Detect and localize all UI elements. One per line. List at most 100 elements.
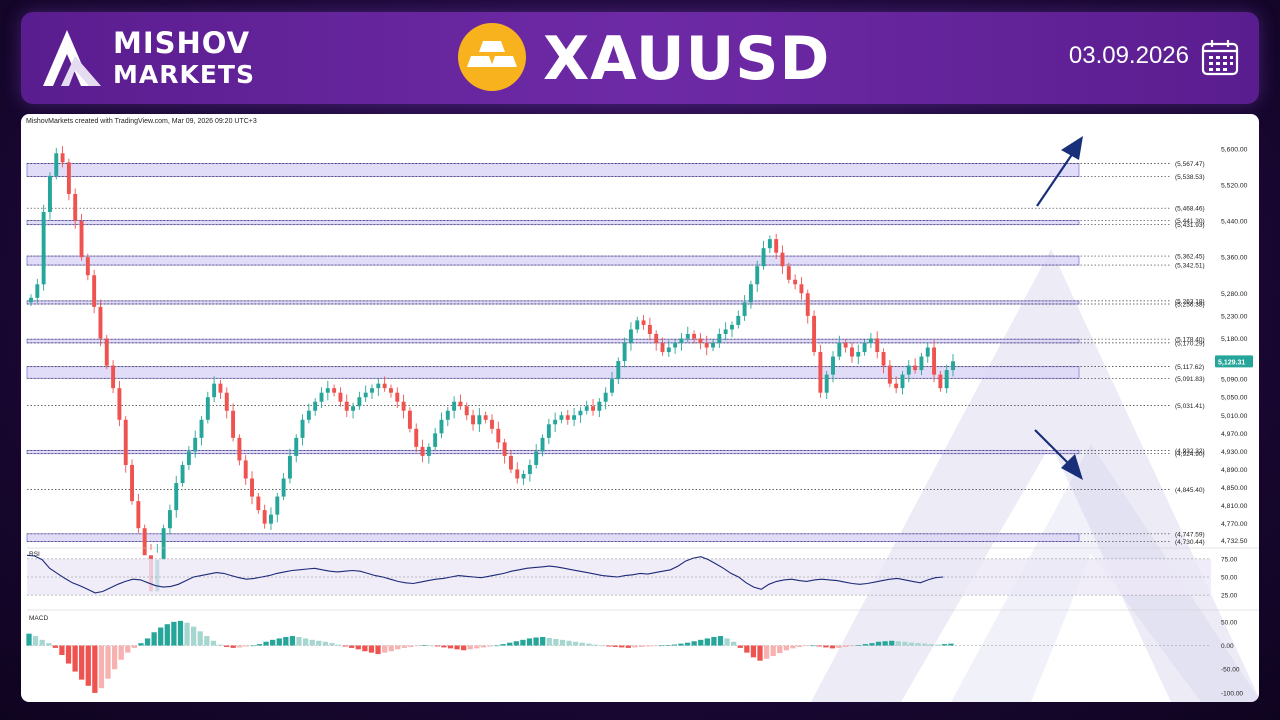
- candle-body: [281, 478, 286, 497]
- candle: [887, 360, 892, 388]
- candle-body: [224, 392, 229, 411]
- macd-bar: [230, 645, 236, 648]
- candle: [490, 414, 494, 434]
- macd-bar: [605, 645, 612, 647]
- candle-body: [395, 392, 400, 402]
- candle: [471, 409, 476, 431]
- macd-bar: [711, 637, 717, 646]
- macd-bar: [750, 645, 757, 658]
- macd-bar: [862, 644, 869, 646]
- candle-body: [363, 392, 368, 398]
- macd-bar: [414, 645, 421, 647]
- candle: [527, 459, 532, 482]
- level-label: (4,845.40): [1175, 487, 1205, 494]
- candle-body: [250, 478, 254, 497]
- candle: [117, 380, 122, 427]
- macd-bar: [329, 643, 335, 646]
- macd-bar: [671, 644, 678, 646]
- chart-credit: MishovMarkets created with TradingView.c…: [26, 118, 257, 125]
- candle: [906, 360, 911, 383]
- candle: [900, 371, 905, 395]
- price-tick-label: 4,930.00: [1221, 449, 1248, 456]
- candle-body: [477, 415, 482, 425]
- macd-bar: [717, 636, 724, 646]
- macd-bar: [783, 645, 789, 651]
- candle-body: [881, 352, 886, 366]
- macd-bar: [184, 622, 190, 646]
- macd-bar: [513, 641, 519, 646]
- candle: [281, 473, 286, 501]
- macd-bar: [520, 639, 526, 646]
- candle: [407, 407, 412, 433]
- macd-bar: [474, 645, 480, 649]
- candle: [951, 354, 955, 377]
- candle-body: [407, 410, 412, 429]
- macd-bar: [592, 644, 599, 646]
- candle: [584, 400, 589, 415]
- candle: [603, 387, 608, 410]
- macd-bar: [691, 641, 697, 646]
- candle-body: [174, 483, 179, 511]
- candle-body: [414, 428, 419, 447]
- bearish-arrowhead: [1061, 454, 1083, 480]
- rsi-tick-label: 25.00: [1221, 593, 1238, 600]
- candle: [193, 430, 198, 458]
- macd-bar: [144, 638, 151, 646]
- macd-bar: [250, 645, 256, 647]
- candle-body: [742, 302, 747, 316]
- price-chart[interactable]: (5,567.47) (5,538.53) (5,468.46) (5,441.30)…: [21, 114, 1259, 702]
- candle-body: [508, 455, 513, 470]
- candle-body: [711, 343, 715, 348]
- candle-body: [692, 333, 697, 339]
- candle-body: [515, 469, 520, 479]
- candle-body: [344, 401, 349, 411]
- macd-bar: [922, 643, 928, 646]
- candle-body: [944, 370, 949, 389]
- bullish-arrow: [1036, 149, 1076, 207]
- rsi-panel: RSI 75.00 50.00 25.00: [26, 547, 1259, 600]
- candle-body: [142, 528, 147, 556]
- candle-body: [85, 257, 90, 276]
- candle: [635, 316, 640, 334]
- candle-body: [60, 153, 65, 163]
- level-labels-layer: (5,567.47) (5,538.53) (5,468.46) (5,441.30)…: [1175, 161, 1205, 546]
- candle-body: [932, 347, 937, 375]
- candle: [628, 322, 633, 351]
- candle: [351, 402, 356, 419]
- macd-bar: [296, 637, 302, 646]
- candle-body: [730, 324, 734, 330]
- candle-body: [774, 239, 779, 253]
- candle-body: [389, 388, 393, 393]
- brand-name-line2: MARKETS: [113, 60, 255, 89]
- candle-body: [92, 275, 97, 307]
- candle: [300, 414, 305, 446]
- candle-body: [603, 392, 608, 402]
- price-tick-label: 4,810.00: [1221, 503, 1248, 510]
- candle: [275, 492, 280, 523]
- macd-bar: [625, 645, 631, 648]
- macd-bar: [638, 645, 645, 647]
- candle-body: [540, 437, 545, 452]
- candle: [515, 462, 520, 484]
- candle: [344, 394, 349, 418]
- macd-bar: [59, 645, 65, 655]
- candle: [730, 321, 734, 338]
- candle-body: [610, 379, 614, 393]
- candle-body: [913, 365, 918, 371]
- candle-body: [269, 514, 273, 524]
- candle: [565, 409, 570, 425]
- candle-body: [748, 284, 753, 303]
- candle-body: [313, 401, 318, 411]
- candle-body: [591, 406, 595, 411]
- candle-body: [635, 320, 640, 330]
- candle: [426, 443, 431, 464]
- macd-bar: [684, 642, 691, 646]
- macd-bar: [658, 645, 664, 647]
- candle: [79, 213, 84, 261]
- price-tick-label: 5,180.00: [1221, 336, 1248, 343]
- macd-tick-label: 0.00: [1221, 643, 1234, 650]
- macd-bar: [381, 645, 388, 653]
- macd-bar: [270, 639, 276, 646]
- candle: [54, 147, 59, 180]
- macd-bar: [204, 636, 210, 646]
